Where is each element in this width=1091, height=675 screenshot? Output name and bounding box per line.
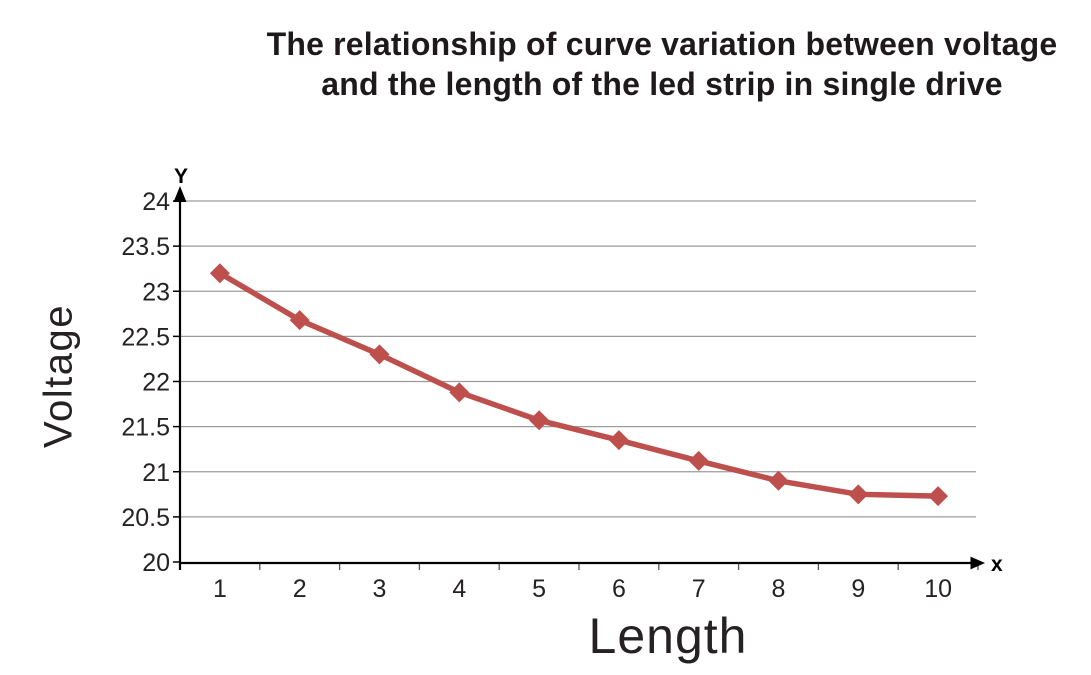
x-tick-label: 10 xyxy=(924,575,952,603)
x-tick-label: 7 xyxy=(692,575,706,603)
data-point-marker-1 xyxy=(209,263,230,284)
chart-title: The relationship of curve variation betw… xyxy=(0,24,1091,104)
y-axis-end-label: Y xyxy=(174,165,188,188)
x-tick-label: 8 xyxy=(772,575,786,603)
y-tick-label: 23 xyxy=(142,278,170,306)
x-tick-label: 2 xyxy=(293,575,307,603)
x-tick-label: 1 xyxy=(213,575,227,603)
data-point-marker-7 xyxy=(688,450,709,471)
x-axis-arrowhead xyxy=(970,556,985,570)
y-tick-label: 20 xyxy=(142,549,170,577)
y-tick-label: 21 xyxy=(142,459,170,487)
x-tick-label: 9 xyxy=(851,575,865,603)
x-tick-label: 3 xyxy=(373,575,387,603)
y-tick-label: 23.5 xyxy=(121,233,170,261)
y-tick-label: 20.5 xyxy=(121,504,170,532)
data-point-marker-8 xyxy=(768,470,789,491)
x-axis-end-label: x xyxy=(991,553,1003,576)
series-line xyxy=(217,270,941,499)
x-tick-label: 6 xyxy=(612,575,626,603)
y-tick-label: 22 xyxy=(142,369,170,397)
y-tick-label: 24 xyxy=(142,188,170,216)
data-point-marker-9 xyxy=(848,484,869,505)
data-point-marker-4 xyxy=(449,382,470,403)
x-axis-title: Length xyxy=(588,608,748,664)
data-point-marker-10 xyxy=(928,486,949,507)
chart-title-line2: and the length of the led strip in singl… xyxy=(321,66,1003,102)
data-point-marker-2 xyxy=(289,310,310,331)
y-tick-label: 21.5 xyxy=(121,414,170,442)
data-point-marker-5 xyxy=(529,410,550,431)
y-tick-label: 22.5 xyxy=(121,323,170,351)
chart-title-line1: The relationship of curve variation betw… xyxy=(266,26,1058,62)
data-point-marker-3 xyxy=(369,344,390,365)
data-point-marker-6 xyxy=(608,430,629,451)
y-axis-arrowhead xyxy=(173,186,187,202)
x-tick-label: 5 xyxy=(532,575,546,603)
x-tick-label: 4 xyxy=(452,575,466,603)
